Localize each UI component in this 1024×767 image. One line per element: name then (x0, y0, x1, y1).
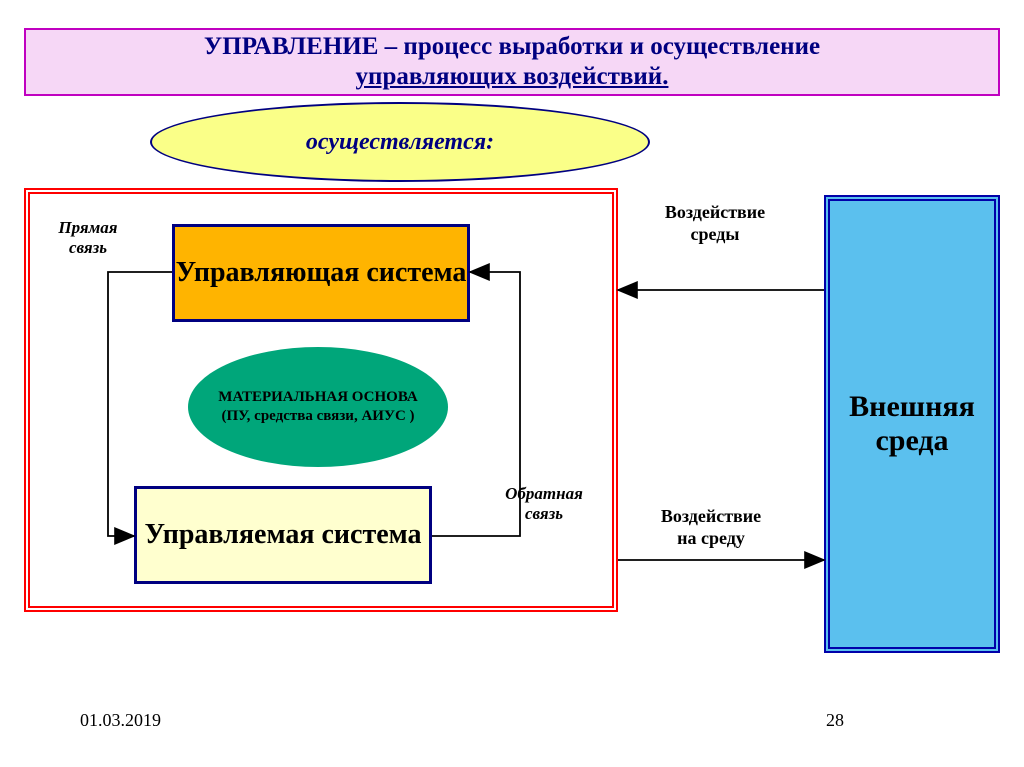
title-line2: управляющих воздействий. (26, 62, 998, 92)
title-line1: УПРАВЛЕНИЕ – процесс выработки и осущест… (26, 32, 998, 62)
material-basis-line2: (ПУ, средства связи, АИУС ) (221, 407, 414, 426)
controlled-system-text: Управляемая система (137, 519, 429, 551)
controlling-system-text: Управляющая система (175, 257, 467, 289)
material-basis-line1: МАТЕРИАЛЬНАЯ ОСНОВА (218, 388, 417, 407)
controlling-system-box: Управляющая система (172, 224, 470, 322)
footer-date: 01.03.2019 (80, 710, 161, 731)
external-environment-box: Внешняя среда (824, 195, 1000, 653)
external-env-text: Внешняя среда (830, 390, 994, 458)
ellipse-performed-by: осуществляется: (150, 102, 650, 182)
title-box: УПРАВЛЕНИЕ – процесс выработки и осущест… (24, 28, 1000, 96)
material-basis-ellipse: МАТЕРИАЛЬНАЯ ОСНОВА (ПУ, средства связи,… (188, 347, 448, 467)
footer-page: 28 (826, 710, 844, 731)
ellipse-top-text: осуществляется: (306, 129, 494, 156)
label-feedback: Обратная связь (494, 484, 594, 525)
label-effect-on-env: Воздействие на среду (636, 506, 786, 549)
label-direct-link: Прямая связь (48, 218, 128, 259)
controlled-system-box: Управляемая система (134, 486, 432, 584)
label-env-effect: Воздействие среды (640, 202, 790, 245)
